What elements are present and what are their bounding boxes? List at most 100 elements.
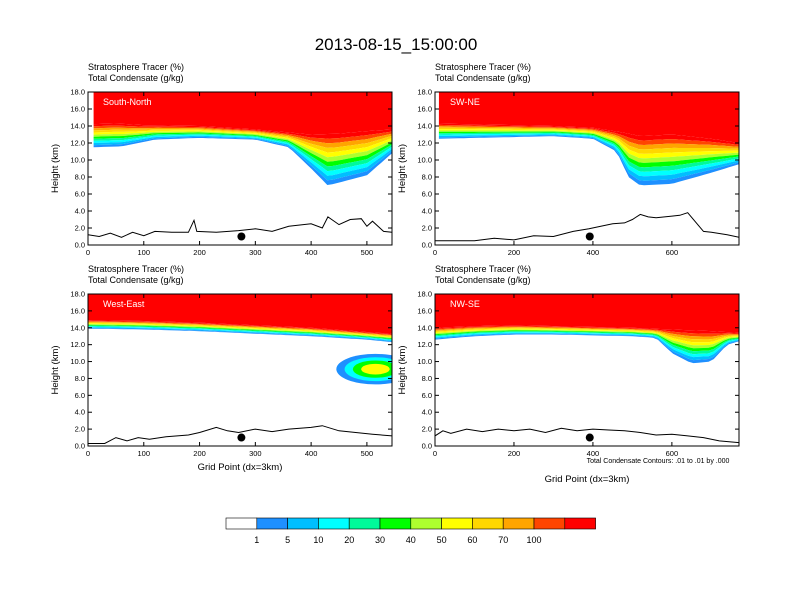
tracer-band-11 (438, 123, 739, 145)
panel-label: West-East (103, 299, 145, 309)
panel-1: Stratosphere Tracer (%)Total Condensate … (397, 62, 740, 257)
tracer-band-3 (435, 332, 739, 358)
y-axis-title: Height (km) (50, 345, 61, 394)
x-tick-label: 0 (433, 248, 437, 257)
y-tick-label: 6.0 (422, 190, 432, 199)
colorbar-label: 40 (406, 535, 416, 545)
colorbar-swatch-10 (533, 517, 566, 530)
terrain-line (435, 212, 739, 242)
tracer-band-6 (93, 131, 392, 162)
plot-area (435, 92, 739, 245)
x-axis-title-right: Grid Point (dx=3km) (545, 474, 630, 485)
colorbar-label: 60 (467, 535, 477, 545)
x-tick-label: 200 (193, 248, 206, 257)
tracer-band-10 (435, 326, 739, 337)
tracer-band-9 (438, 126, 739, 150)
tracer-band-11 (93, 123, 392, 139)
y-tick-label: 4.0 (75, 207, 85, 216)
colorbar-swatch-4 (348, 517, 381, 530)
y-tick-label: 14.0 (70, 323, 85, 332)
x-axis-title-left: Grid Point (dx=3km) (198, 462, 283, 473)
y-tick-label: 16.0 (417, 306, 432, 315)
y-tick-label: 0.0 (75, 442, 85, 451)
cloud-patch-7 (361, 363, 390, 375)
panels: Stratosphere Tracer (%)Total Condensate … (50, 62, 740, 458)
contour-note: Total Condensate Contours: .01 to .01 by… (587, 458, 730, 465)
panel-frame (434, 91, 740, 246)
y-tick-label: 10.0 (417, 357, 432, 366)
y-tick-label: 0.0 (422, 241, 432, 250)
colorbar-label: 1 (254, 535, 259, 545)
colorbar-label: 5 (285, 535, 290, 545)
tracer-band-6 (435, 329, 739, 349)
x-tick-label: 0 (86, 449, 90, 458)
x-tick-label: 200 (508, 248, 521, 257)
tracer-band-5 (93, 132, 392, 167)
stratosphere-layer (438, 92, 739, 143)
x-tick-label: 400 (305, 449, 318, 458)
panel-2: Stratosphere Tracer (%)Total Condensate … (50, 264, 393, 458)
y-tick-label: 12.0 (417, 340, 432, 349)
y-tick-label: 16.0 (417, 105, 432, 114)
x-tick-label: 600 (666, 449, 679, 458)
field-title-tracer: Stratosphere Tracer (%) (88, 264, 184, 274)
y-tick-label: 2.0 (75, 224, 85, 233)
x-tick-label: 600 (666, 248, 679, 257)
field-title-condensate: Total Condensate (g/kg) (435, 73, 531, 83)
y-tick-label: 18.0 (70, 290, 85, 299)
tracer-band-5 (435, 330, 739, 352)
plot-area (88, 92, 392, 245)
y-tick-label: 0.0 (75, 241, 85, 250)
x-tick-label: 400 (587, 248, 600, 257)
y-tick-label: 12.0 (70, 340, 85, 349)
y-tick-label: 16.0 (70, 105, 85, 114)
colorbar-swatch-9 (502, 517, 535, 530)
location-marker (585, 433, 594, 442)
panel-label: South-North (103, 97, 152, 107)
y-tick-label: 8.0 (422, 374, 432, 383)
panel-label: NW-SE (450, 299, 480, 309)
figure-title: 2013-08-15_15:00:00 (315, 35, 478, 54)
tracer-band-1 (435, 333, 739, 364)
y-tick-label: 0.0 (422, 442, 432, 451)
location-marker (237, 433, 246, 442)
tracer-band-9 (435, 327, 739, 340)
plot-area (435, 294, 739, 446)
x-tick-label: 400 (587, 449, 600, 458)
tracer-band-10 (93, 125, 392, 144)
colorbar-swatch-0 (225, 517, 258, 530)
tracer-band-10 (438, 124, 739, 147)
colorbar-label: 30 (375, 535, 385, 545)
colorbar-swatch-2 (287, 517, 319, 530)
y-tick-label: 8.0 (75, 374, 85, 383)
colorbar-swatch-8 (472, 517, 504, 530)
x-tick-label: 100 (138, 449, 151, 458)
colorbar-label: 70 (498, 535, 508, 545)
field-title-tracer: Stratosphere Tracer (%) (435, 264, 531, 274)
x-tick-label: 0 (433, 449, 437, 458)
x-tick-label: 0 (86, 248, 90, 257)
panel-frame (87, 91, 393, 246)
y-tick-label: 16.0 (70, 306, 85, 315)
terrain-line (88, 216, 392, 238)
field-title-condensate: Total Condensate (g/kg) (435, 275, 531, 285)
plot-area (88, 294, 392, 446)
panel-3: Stratosphere Tracer (%)Total Condensate … (397, 264, 740, 458)
y-tick-label: 4.0 (422, 408, 432, 417)
x-tick-label: 300 (249, 248, 262, 257)
y-tick-label: 4.0 (422, 207, 432, 216)
x-tick-label: 400 (305, 248, 318, 257)
tracer-band-7 (93, 130, 392, 158)
colorbar-label: 10 (313, 535, 323, 545)
x-tick-label: 300 (249, 449, 262, 458)
y-tick-label: 14.0 (417, 122, 432, 131)
terrain-line (88, 425, 392, 444)
tracer-band-1 (93, 136, 392, 185)
tracer-band-8 (435, 327, 739, 343)
colorbar-label: 50 (437, 535, 447, 545)
y-tick-label: 14.0 (417, 323, 432, 332)
y-tick-label: 8.0 (75, 173, 85, 182)
field-title-tracer: Stratosphere Tracer (%) (435, 62, 531, 72)
tracer-band-7 (435, 328, 739, 346)
